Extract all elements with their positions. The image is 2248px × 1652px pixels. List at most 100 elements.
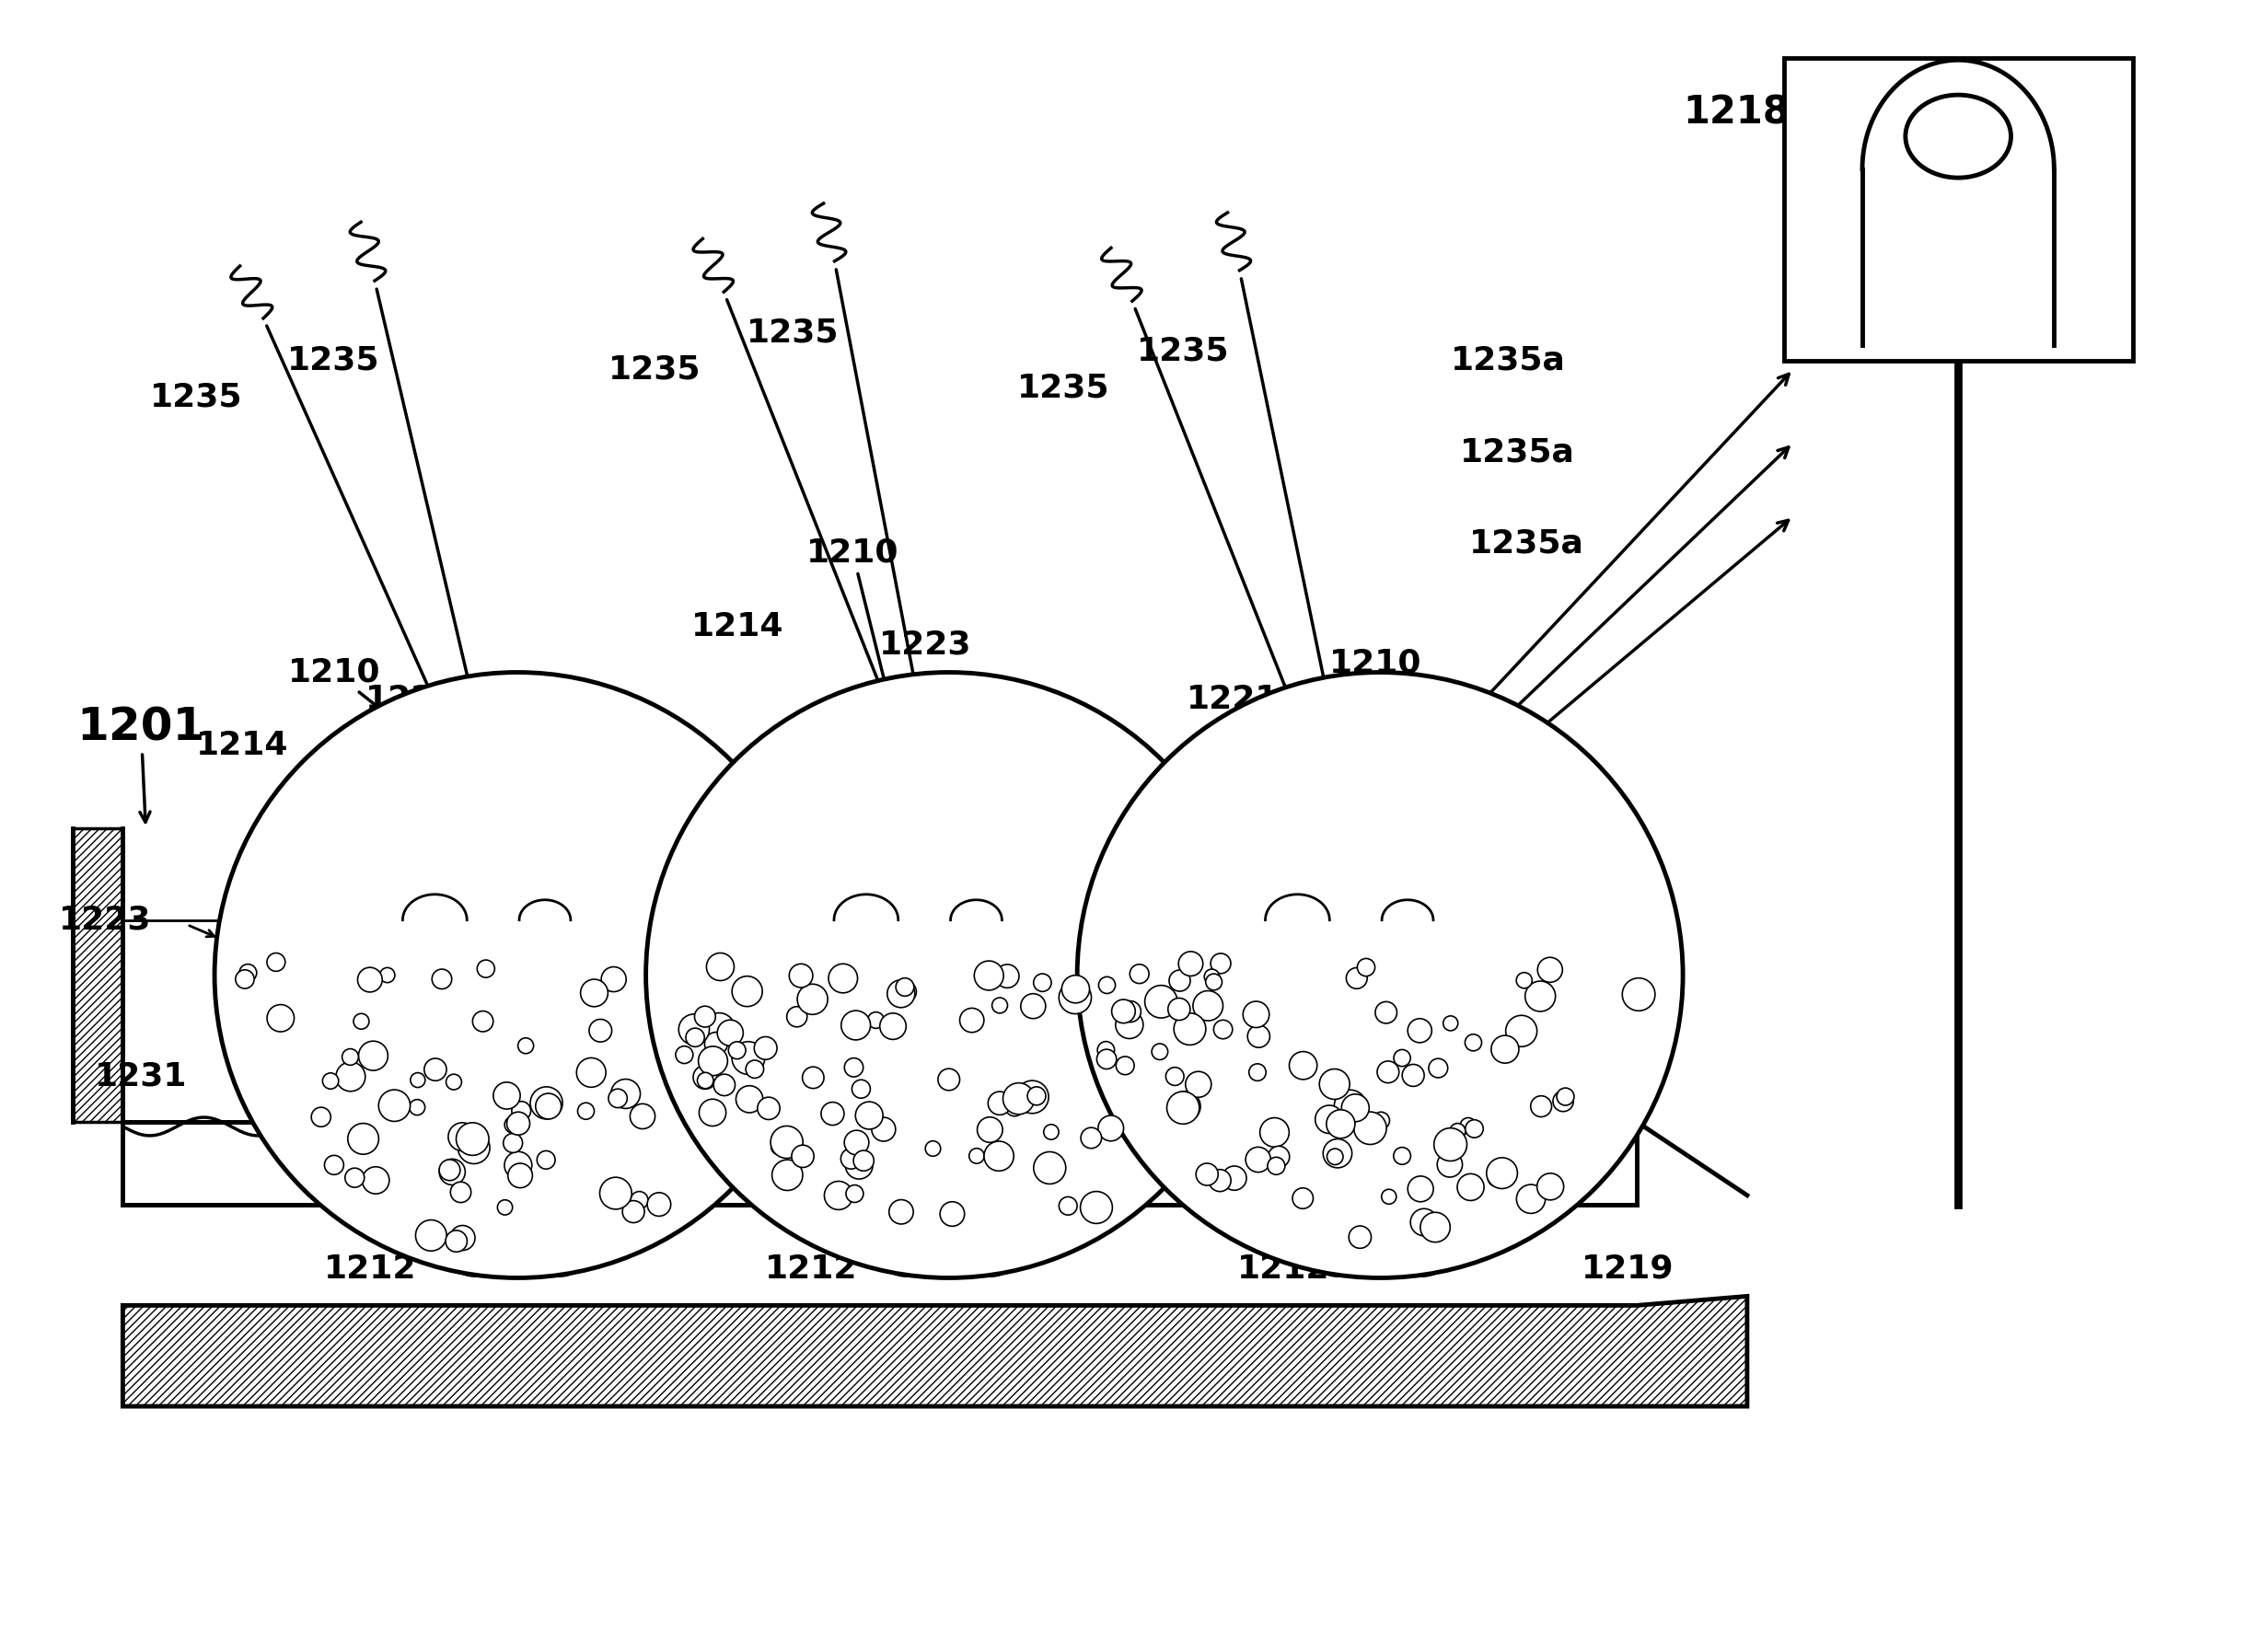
Circle shape [888,980,915,1008]
Circle shape [926,1142,940,1156]
Circle shape [960,1008,985,1032]
Circle shape [895,978,915,996]
Circle shape [1517,973,1533,988]
Circle shape [1378,1061,1398,1084]
Circle shape [1358,958,1376,976]
Circle shape [686,1028,704,1047]
Circle shape [699,1046,728,1075]
Circle shape [450,1226,474,1251]
Circle shape [753,1037,778,1059]
Circle shape [713,1074,735,1095]
Circle shape [1003,1084,1034,1115]
Circle shape [504,1151,533,1180]
Circle shape [378,1090,409,1122]
Circle shape [746,1061,764,1079]
Circle shape [324,1155,344,1175]
Circle shape [472,1011,492,1032]
Circle shape [1115,1011,1144,1039]
Circle shape [1383,1189,1396,1204]
Circle shape [609,1089,627,1108]
Circle shape [1144,985,1178,1018]
Circle shape [1371,1112,1389,1130]
Text: 1223: 1223 [1407,785,1499,816]
Circle shape [821,1102,843,1125]
Circle shape [758,1097,780,1120]
Circle shape [1409,1209,1439,1236]
Circle shape [1243,1001,1270,1028]
Circle shape [425,1059,447,1080]
Circle shape [380,968,396,983]
Circle shape [1034,1151,1066,1184]
Circle shape [1081,1191,1113,1224]
Text: 1216: 1216 [1481,785,1574,816]
Circle shape [996,965,1018,988]
Circle shape [438,1160,465,1184]
Circle shape [1120,1001,1142,1023]
Text: 1223: 1223 [879,629,971,661]
Circle shape [973,961,1003,990]
Circle shape [1553,1090,1574,1112]
Circle shape [1059,1196,1077,1214]
Circle shape [1027,1087,1045,1105]
Text: 1231: 1231 [1270,1061,1362,1092]
Circle shape [647,1193,670,1216]
Circle shape [321,1072,339,1089]
Circle shape [504,1133,522,1153]
Circle shape [1490,1036,1520,1064]
Circle shape [1450,1123,1466,1138]
Text: 1212: 1212 [324,1252,416,1284]
Circle shape [989,1092,1012,1115]
Circle shape [575,1057,607,1087]
Circle shape [1212,953,1230,973]
Circle shape [888,1199,913,1224]
Circle shape [1113,999,1135,1023]
Circle shape [1556,1089,1574,1105]
Circle shape [1349,1226,1371,1249]
Text: 1235a: 1235a [1470,529,1585,560]
Circle shape [1131,965,1149,983]
Circle shape [706,953,735,981]
Circle shape [1394,1148,1412,1165]
Circle shape [1196,1163,1218,1186]
Circle shape [1259,1118,1288,1146]
Circle shape [632,1191,647,1209]
Circle shape [477,960,495,978]
Text: 1235: 1235 [609,354,701,385]
Text: 1235a: 1235a [1461,436,1576,468]
Circle shape [717,1019,744,1046]
Text: 1223: 1223 [58,904,151,935]
Text: 1218: 1218 [1684,93,1805,132]
Circle shape [1315,1105,1344,1133]
Circle shape [1169,998,1189,1021]
Circle shape [1268,1156,1286,1175]
Circle shape [1293,1188,1313,1209]
Circle shape [1194,991,1223,1021]
Circle shape [362,1166,389,1194]
Circle shape [268,1004,294,1032]
Circle shape [1205,973,1223,990]
Text: 1210: 1210 [807,537,904,748]
Text: 1215: 1215 [782,867,877,899]
Circle shape [695,1006,715,1028]
Circle shape [535,1094,562,1118]
Circle shape [1081,1128,1102,1148]
Text: 1214: 1214 [1297,730,1389,762]
Circle shape [623,1201,645,1222]
Circle shape [580,980,607,1006]
Circle shape [733,976,762,1006]
Circle shape [978,1117,1003,1143]
Text: 1219: 1219 [1583,1252,1675,1284]
Circle shape [1205,970,1218,985]
Circle shape [937,1069,960,1090]
Circle shape [1531,1095,1551,1117]
Circle shape [508,1163,533,1188]
Circle shape [411,1072,425,1087]
Circle shape [445,1231,468,1252]
Text: 1212: 1212 [1236,1252,1331,1284]
Text: 1231: 1231 [782,1061,877,1092]
Bar [124,1122,1637,1204]
Circle shape [1043,1125,1059,1140]
Circle shape [357,1041,389,1070]
Circle shape [1524,981,1556,1011]
Circle shape [1171,1092,1200,1122]
